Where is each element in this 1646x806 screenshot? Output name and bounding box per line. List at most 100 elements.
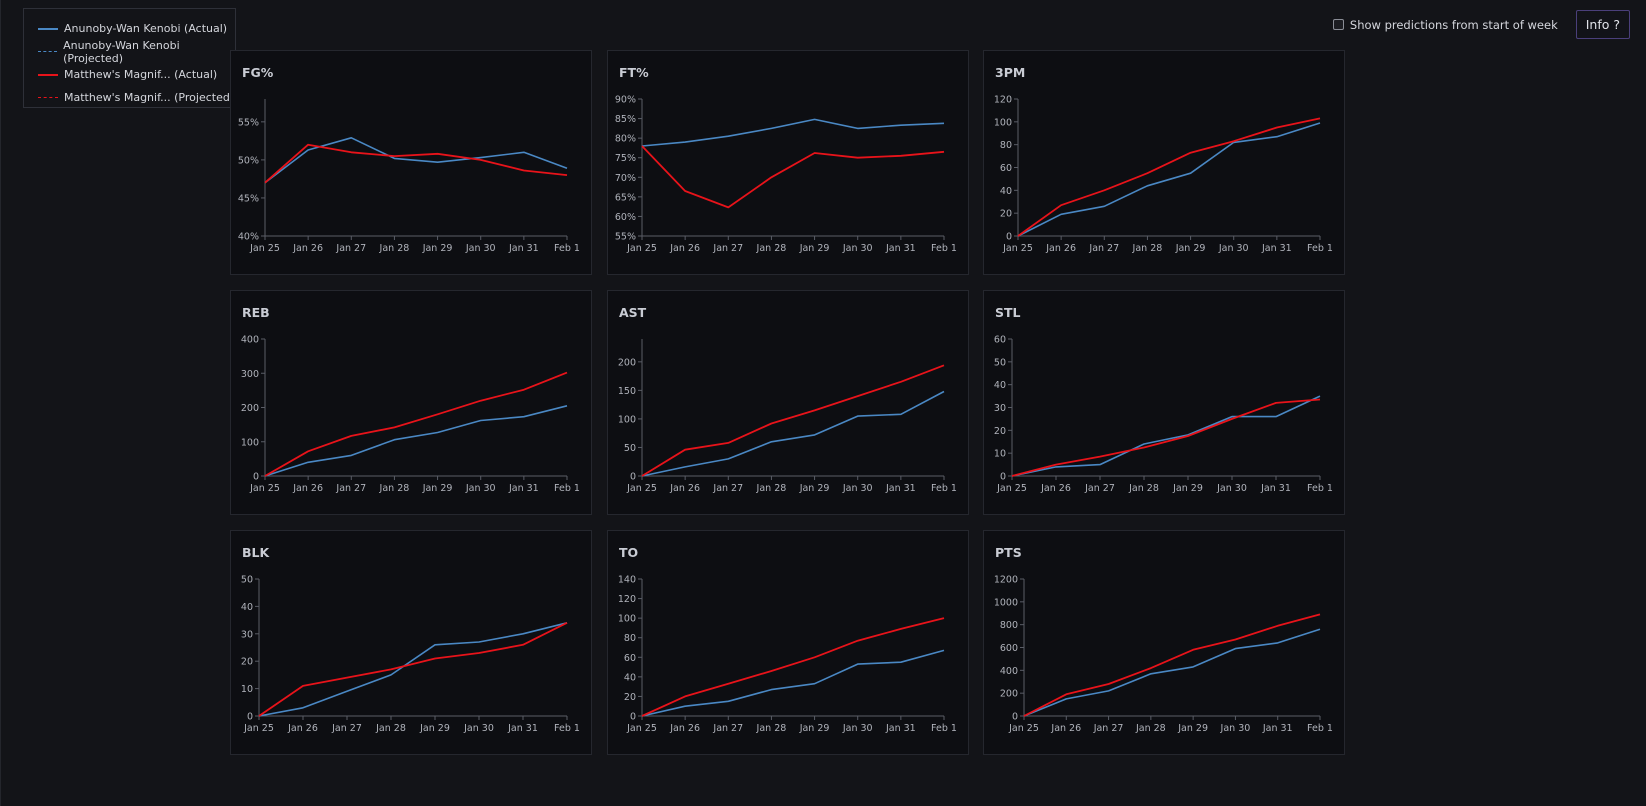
x-tick-label: Jan 30 (842, 243, 873, 254)
x-tick-label: Jan 30 (465, 243, 496, 254)
y-tick-label: 150 (618, 386, 636, 397)
x-tick-label: Feb 1 (931, 243, 957, 254)
chart-title: BLK (242, 545, 270, 560)
x-tick-label: Jan 25 (1008, 723, 1039, 734)
y-tick-label: 80% (615, 134, 636, 145)
x-tick-label: Jan 28 (756, 483, 787, 494)
x-tick-label: Jan 31 (508, 243, 539, 254)
y-tick-label: 40% (238, 232, 259, 243)
series-line-matthews-actual (1017, 117, 1321, 237)
series-line-anunoby-actual (264, 137, 568, 184)
x-tick-label: Jan 26 (1040, 483, 1071, 494)
y-tick-label: 20 (624, 692, 636, 703)
series-line-matthews-actual (641, 364, 945, 477)
x-tick-label: Jan 28 (379, 243, 410, 254)
chart-svg: 0 10 20 30 40 50 Jan 25 Jan 26 Jan 27 Jan 28 Jan 2… (241, 575, 580, 735)
legend: Anunoby-Wan Kenobi (Actual) Anunoby-Wan K… (23, 8, 236, 108)
x-tick-label: Jan 30 (1220, 723, 1251, 734)
chart-panel-stl: STL 0 10 20 30 40 50 60 Jan 25 Jan 26 Jan 27 Jan 28… (983, 290, 1345, 515)
legend-item: Anunoby-Wan Kenobi (Projected) (38, 39, 235, 65)
y-tick-label: 100 (241, 437, 259, 448)
y-tick-label: 200 (1000, 689, 1018, 700)
x-tick-label: Jan 26 (669, 723, 700, 734)
x-tick-label: Jan 27 (712, 723, 743, 734)
top-controls: Show predictions from start of week Info… (1332, 10, 1630, 39)
x-tick-label: Feb 1 (554, 723, 580, 734)
y-tick-label: 200 (241, 403, 259, 414)
chart-svg: 55% 60% 65% 70% 75% 80% 85% 90% Jan 25 Jan 26 Jan … (615, 95, 957, 255)
chart-title: AST (619, 305, 647, 320)
chart-title: TO (619, 545, 639, 560)
x-tick-label: Jan 28 (1132, 243, 1163, 254)
x-tick-label: Jan 29 (799, 723, 830, 734)
series-line-matthews-actual (1011, 398, 1321, 477)
x-tick-label: Jan 29 (419, 723, 450, 734)
chart-title: FG% (242, 65, 274, 80)
x-tick-label: Jan 28 (1135, 723, 1166, 734)
y-tick-label: 40 (1000, 186, 1012, 197)
x-tick-label: Jan 31 (885, 483, 916, 494)
x-tick-label: Jan 26 (287, 723, 318, 734)
y-tick-label: 20 (994, 426, 1006, 437)
x-tick-label: Jan 31 (885, 723, 916, 734)
x-tick-label: Feb 1 (1307, 723, 1333, 734)
x-tick-label: Jan 25 (249, 483, 280, 494)
legend-item: Matthew's Magnif... (Actual) (38, 63, 235, 86)
chart-panel-ast: AST 0 50 100 150 200 Jan 25 Jan 26 Jan 27 Jan 28 J… (607, 290, 969, 515)
y-tick-label: 30 (241, 629, 253, 640)
legend-label: Matthew's Magnif... (Projected) (64, 91, 235, 104)
series-line-anunoby-actual (641, 118, 945, 147)
legend-swatch (38, 97, 58, 98)
legend-label: Matthew's Magnif... (Actual) (64, 68, 218, 81)
y-tick-label: 1200 (994, 575, 1018, 586)
x-tick-label: Jan 27 (335, 243, 366, 254)
x-tick-label: Jan 26 (292, 483, 323, 494)
x-tick-label: Jan 29 (422, 243, 453, 254)
y-tick-label: 120 (618, 594, 636, 605)
x-tick-label: Jan 27 (712, 243, 743, 254)
x-tick-label: Jan 27 (1088, 243, 1119, 254)
x-tick-label: Jan 25 (996, 483, 1027, 494)
x-tick-label: Jan 29 (1177, 723, 1208, 734)
x-tick-label: Jan 27 (331, 723, 362, 734)
y-tick-label: 0 (1006, 232, 1012, 243)
x-tick-label: Jan 30 (1218, 243, 1249, 254)
y-tick-label: 40 (241, 602, 253, 613)
x-tick-label: Jan 26 (1045, 243, 1076, 254)
chart-svg: 0 20 40 60 80 100 120 140 Jan 25 Jan 26 Jan 27 Jan … (618, 575, 957, 735)
series-line-anunoby-actual (1011, 395, 1321, 477)
chart-title: 3PM (995, 65, 1026, 80)
x-tick-label: Jan 25 (626, 723, 657, 734)
y-tick-label: 60 (994, 335, 1006, 346)
info-button[interactable]: Info ? (1575, 10, 1630, 39)
y-tick-label: 50 (994, 357, 1006, 368)
y-tick-label: 140 (618, 575, 636, 586)
x-tick-label: Feb 1 (931, 723, 957, 734)
x-tick-label: Jan 29 (422, 483, 453, 494)
y-tick-label: 600 (1000, 643, 1018, 654)
x-tick-label: Jan 30 (842, 483, 873, 494)
y-tick-label: 80 (624, 633, 636, 644)
x-tick-label: Jan 26 (669, 483, 700, 494)
chart-panel-to: TO 0 20 40 60 80 100 120 140 Jan 25 Jan 26 Jan 27 Ja… (607, 530, 969, 755)
chart-svg: 0 50 100 150 200 Jan 25 Jan 26 Jan 27 Jan 28 Jan … (618, 339, 957, 494)
chart-title: FT% (619, 65, 649, 80)
x-tick-label: Jan 25 (243, 723, 274, 734)
y-tick-label: 60 (624, 653, 636, 664)
x-tick-label: Feb 1 (554, 483, 580, 494)
legend-item: Anunoby-Wan Kenobi (Actual) (38, 17, 235, 40)
chart-title: REB (242, 305, 270, 320)
y-tick-label: 0 (247, 712, 253, 723)
chart-svg: 0 100 200 300 400 Jan 25 Jan 26 Jan 27 Jan 28 Jan… (241, 335, 580, 495)
series-line-matthews-actual (641, 617, 945, 717)
show-predictions-label[interactable]: Show predictions from start of week (1349, 17, 1558, 32)
chart-svg: 40% 45% 50% 55% Jan 25 Jan 26 Jan 27 Jan 28 Jan … (238, 99, 580, 254)
legend-swatch (38, 73, 58, 76)
y-tick-label: 20 (241, 657, 253, 668)
y-tick-label: 40 (624, 672, 636, 683)
show-predictions-checkbox[interactable] (1332, 19, 1344, 30)
y-tick-label: 65% (615, 192, 636, 203)
y-tick-label: 55% (238, 117, 259, 128)
x-tick-label: Jan 31 (1260, 483, 1291, 494)
y-tick-label: 100 (994, 117, 1012, 128)
